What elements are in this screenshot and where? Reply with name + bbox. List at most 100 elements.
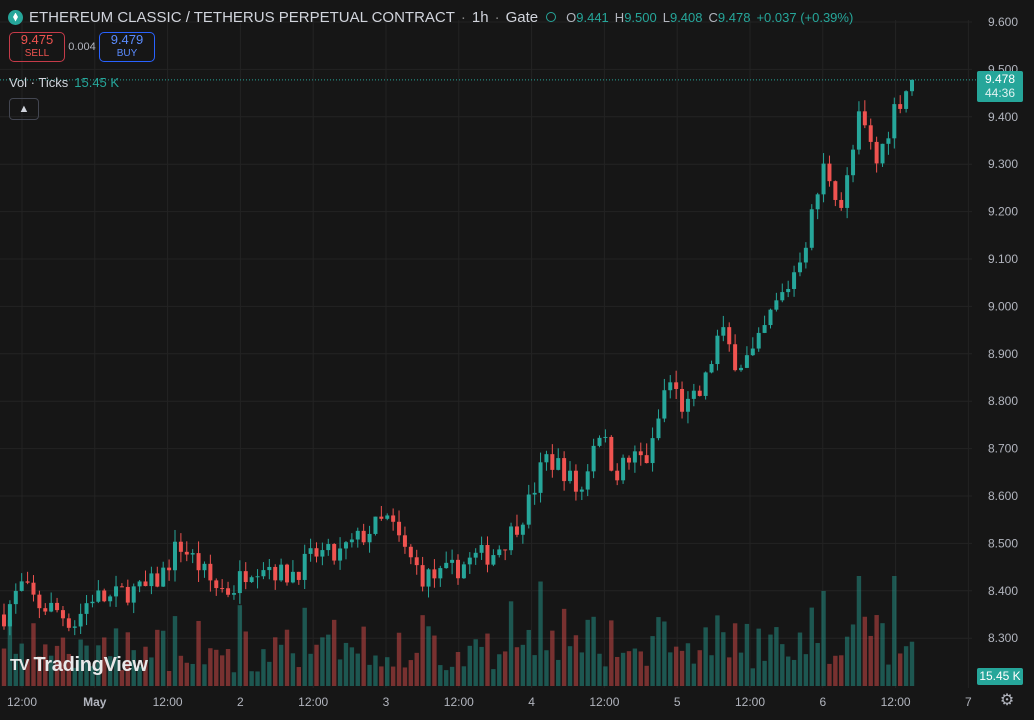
candle-body [786,288,791,293]
volume-bar [184,662,189,686]
candle-body [739,367,744,371]
x-tick-label: 12:00 [444,695,474,709]
candle-body [473,552,478,558]
candle-body [821,163,826,195]
volume-bar [131,650,136,686]
y-tick-label: 8.800 [988,394,1018,408]
low-value: 9.408 [669,9,703,25]
y-tick-label: 9.400 [988,110,1018,124]
current-price-label: 9.478 [984,72,1016,86]
candle-body [809,209,814,248]
candle-body [856,111,861,150]
candle-body [314,548,319,557]
candle-body [143,581,148,587]
candle-body [685,398,690,412]
gear-icon[interactable]: ⚙ [999,692,1015,709]
candle-body [691,390,696,399]
volume-bar [414,652,419,686]
volume-bar [273,637,278,686]
volume-bar [66,653,72,686]
volume-bar [72,667,77,686]
time-axis[interactable]: 12:00 May 12:00 2 12:00 3 12:00 4 12:00 5 12:00 6 12… [7,695,972,709]
volume-bar [190,663,195,686]
exchange[interactable]: Gate [505,8,539,26]
candle-body [638,451,643,456]
candle-body [19,581,24,591]
volume-bar [402,667,408,686]
volume-bar [573,635,579,686]
volume-bar [485,633,490,686]
volume-bar [556,659,561,686]
sell-button[interactable]: 9.475 SELL [9,32,65,62]
volume-legend[interactable]: Vol · Ticks 15.45 K [9,75,119,90]
candle-body [538,462,543,493]
tradingview-logo[interactable]: TV TradingView [10,654,148,677]
candle-body [296,571,301,580]
candle-body [249,577,254,583]
candle-body [803,247,808,263]
candle-body [414,557,419,566]
candle-body [343,542,348,549]
volume-bar [367,664,372,686]
candle-body [450,559,455,563]
volume-bar [903,646,909,686]
close-label: C [708,9,718,25]
candle-body [744,355,749,368]
volume-bar [514,647,520,686]
candle-body [904,91,909,109]
candle-body [780,292,785,301]
candle-body [426,569,431,587]
candle-body [167,567,172,571]
candle-body [461,564,466,579]
candle-body [703,372,708,396]
volume-bar [850,624,856,686]
volume-bar [591,616,596,686]
candle-body [237,571,242,594]
volume-bar [214,649,219,686]
candle-body [845,175,850,208]
candle-body [267,566,272,571]
volume-bar [261,649,266,686]
volume-bar [609,620,614,686]
volume-bar [526,629,531,686]
candle-body [255,576,260,578]
candle-body [385,515,390,519]
volume-bar [532,655,537,686]
buy-button[interactable]: 9.479 BUY [99,32,155,62]
volume-bar [744,623,750,686]
candle-body [391,515,396,522]
volume-bar [84,645,89,686]
candle-body [797,262,802,273]
x-tick-label: 12:00 [298,695,328,709]
candle-body [697,390,702,396]
candle-body [25,581,30,583]
volume-bar [880,623,885,686]
candle-body [550,454,555,470]
volume-bar [727,657,732,686]
volume-bar [626,651,632,686]
x-tick-label: May [83,695,107,709]
candle-body [874,141,879,164]
price-change: +0.037 (+0.39%) [756,9,854,25]
x-tick-label: 12:00 [7,695,37,709]
candle-body [579,489,584,492]
candle-body [137,581,142,587]
volume-bar [202,664,207,686]
volume-badge: 15.45 K [977,668,1023,685]
candle-body [591,445,596,472]
interval[interactable]: 1h [471,8,489,26]
volume-bar [797,632,803,686]
candle-body [827,163,832,182]
volume-legend-label: Vol · Ticks [9,75,69,90]
market-open-icon [546,12,557,22]
volume-bar [343,642,349,686]
volume-bar [160,630,166,686]
candle-body [668,382,673,391]
price-axis[interactable]: 9.6009.5009.4009.3009.2009.1009.0008.900… [988,15,1018,645]
symbol-header[interactable]: ETHEREUM CLASSIC / TETHERUS PERPETUAL CO… [8,6,853,28]
chevron-up-icon[interactable]: ▲ [9,98,39,120]
candle-body [379,516,384,519]
symbol-name[interactable]: ETHEREUM CLASSIC / TETHERUS PERPETUAL CO… [29,8,455,26]
